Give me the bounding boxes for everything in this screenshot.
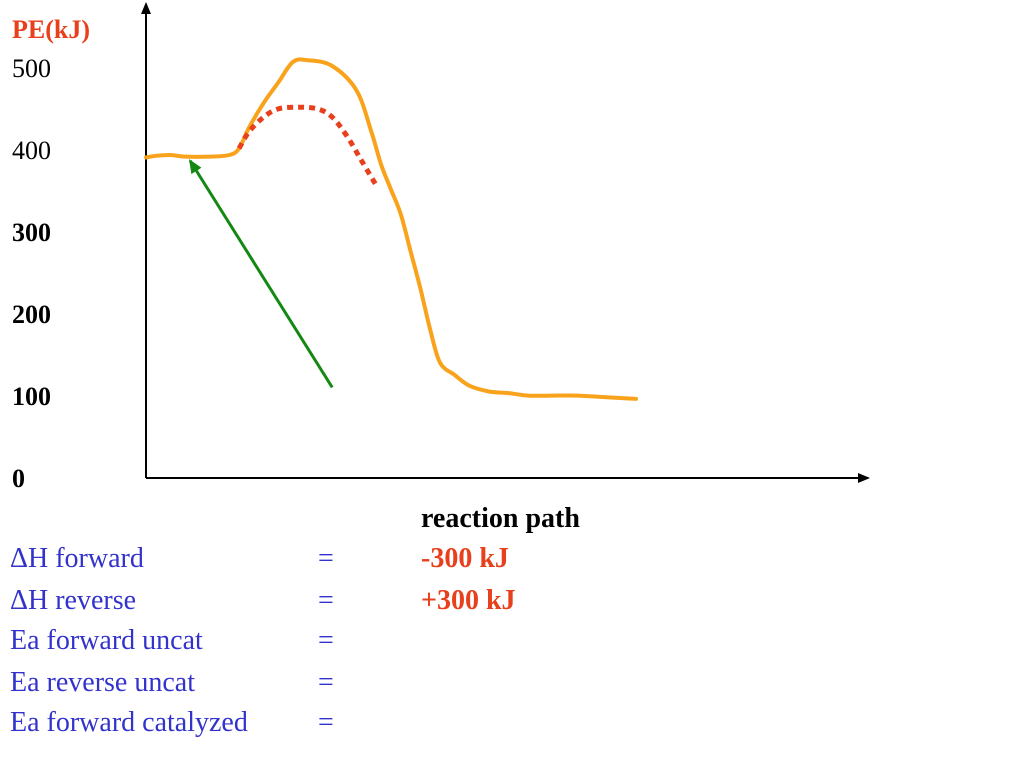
summary-equals: = <box>318 707 334 738</box>
y-tick-label: 500 <box>12 54 51 83</box>
y-tick-label: 300 <box>12 218 51 247</box>
summary-label: ΔH forward <box>10 543 144 574</box>
summary-label: ΔH reverse <box>10 585 137 616</box>
y-tick-label: 400 <box>12 136 51 165</box>
green-pointer-arrow <box>188 159 334 389</box>
uncatalyzed-energy-curve <box>144 57 638 401</box>
summary-equals: = <box>318 585 334 616</box>
x-axis-title: reaction path <box>421 503 580 534</box>
summary-equals: = <box>318 625 334 656</box>
y-tick-label: 200 <box>12 300 51 329</box>
summary-label: Ea forward catalyzed <box>10 707 248 738</box>
y-tick-label: 100 <box>12 382 51 411</box>
y-tick-label: 0 <box>12 464 25 493</box>
summary-label: Ea forward uncat <box>10 625 203 656</box>
summary-label: Ea reverse uncat <box>10 667 195 698</box>
catalyzed-energy-curve <box>236 104 379 187</box>
summary-equals: = <box>318 543 334 574</box>
summary-value: -300 kJ <box>421 543 509 574</box>
y-axis-title: PE(kJ) <box>12 15 90 44</box>
summary-equals: = <box>318 667 334 698</box>
summary-value: +300 kJ <box>421 585 516 616</box>
energy-diagram <box>141 2 870 483</box>
